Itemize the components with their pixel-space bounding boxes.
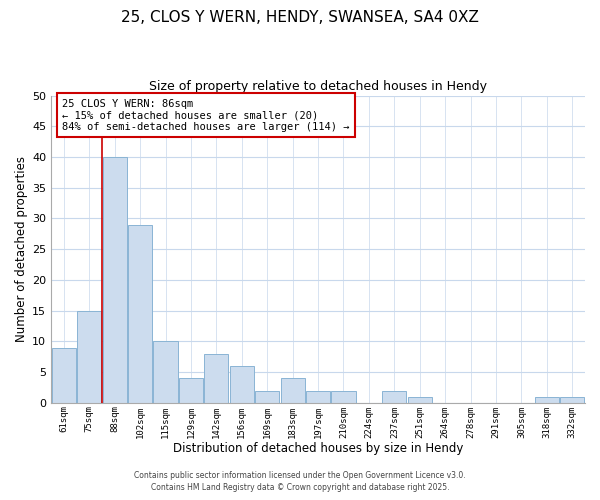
Bar: [382, 390, 406, 403]
Bar: [560, 396, 584, 403]
Bar: [281, 378, 305, 403]
Bar: [77, 310, 101, 403]
X-axis label: Distribution of detached houses by size in Hendy: Distribution of detached houses by size …: [173, 442, 463, 455]
Bar: [103, 157, 127, 403]
Bar: [128, 224, 152, 403]
Bar: [306, 390, 330, 403]
Bar: [535, 396, 559, 403]
Bar: [331, 390, 356, 403]
Bar: [52, 348, 76, 403]
Text: 25, CLOS Y WERN, HENDY, SWANSEA, SA4 0XZ: 25, CLOS Y WERN, HENDY, SWANSEA, SA4 0XZ: [121, 10, 479, 25]
Bar: [407, 396, 432, 403]
Bar: [255, 390, 280, 403]
Y-axis label: Number of detached properties: Number of detached properties: [15, 156, 28, 342]
Bar: [230, 366, 254, 403]
Bar: [154, 342, 178, 403]
Text: Contains public sector information licensed under the Open Government Licence v3: Contains public sector information licen…: [134, 471, 466, 480]
Text: 25 CLOS Y WERN: 86sqm
← 15% of detached houses are smaller (20)
84% of semi-deta: 25 CLOS Y WERN: 86sqm ← 15% of detached …: [62, 98, 349, 132]
Bar: [205, 354, 229, 403]
Title: Size of property relative to detached houses in Hendy: Size of property relative to detached ho…: [149, 80, 487, 93]
Text: Contains HM Land Registry data © Crown copyright and database right 2025.: Contains HM Land Registry data © Crown c…: [151, 484, 449, 492]
Bar: [179, 378, 203, 403]
